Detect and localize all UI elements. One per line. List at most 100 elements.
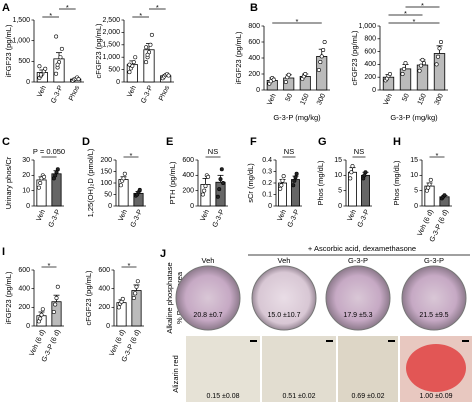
bar <box>131 290 142 327</box>
data-point <box>281 174 286 179</box>
data-point <box>59 46 64 51</box>
panel-label: G <box>318 136 327 148</box>
x-tick-label: 300 <box>434 93 445 107</box>
y-tick-label: 100 <box>100 180 112 187</box>
bar <box>283 77 295 91</box>
y-tick-label: 400 <box>248 55 260 62</box>
x-tick-label: Veh <box>200 209 211 223</box>
y-tick-label: 0.4 <box>262 157 272 164</box>
y-tick-label: 1,000 <box>358 23 376 30</box>
treatment-header: + Ascorbic acid, dexamethasone <box>308 244 416 253</box>
sig-label: * <box>130 151 133 160</box>
data-point <box>280 178 285 183</box>
data-point <box>420 57 425 62</box>
data-point <box>127 70 132 75</box>
data-point <box>200 192 205 197</box>
x-tick-label: G-3-P <box>48 208 62 228</box>
y-axis-label: 1,25(OH)₂D (pmol/L) <box>86 148 95 217</box>
data-point <box>271 77 276 82</box>
y-tick-label: 10 <box>334 172 342 179</box>
x-axis-label: G-3-P (mg/kg) <box>390 113 438 122</box>
data-point <box>292 178 297 183</box>
sig-label: * <box>436 151 439 160</box>
data-point <box>43 66 48 71</box>
x-tick-label: Veh <box>277 209 288 223</box>
column-label: Veh <box>278 256 291 265</box>
y-axis-label: iFGF23 (pg/mL) <box>4 271 13 324</box>
data-point <box>54 71 59 76</box>
data-point <box>131 295 136 300</box>
y-tick-label: 200 <box>248 71 260 78</box>
y-tick-label: 10 <box>410 172 418 179</box>
sig-label: * <box>66 3 69 12</box>
sig-label: * <box>421 1 424 10</box>
data-point <box>202 188 207 193</box>
data-point <box>135 279 140 284</box>
x-tick-label: Phos <box>68 84 81 102</box>
panel-label: E <box>166 136 173 148</box>
column-label: G-3-P <box>424 256 444 265</box>
y-tick-label: 5 <box>414 188 418 195</box>
data-point <box>363 170 368 175</box>
x-tick-label: G-3-P <box>130 208 144 228</box>
y-tick-label: 600 <box>98 267 110 274</box>
data-point <box>417 68 422 73</box>
y-tick-label: 0.1 <box>262 191 272 198</box>
y-tick-label: 0 <box>338 203 342 210</box>
data-point <box>293 175 298 180</box>
y-tick-label: 1,500 <box>102 42 120 49</box>
y-tick-label: 30 <box>22 157 30 164</box>
y-tick-label: 0 <box>106 323 110 330</box>
y-tick-label: 20 <box>22 172 30 179</box>
data-point <box>350 164 355 169</box>
scale-bar <box>326 340 333 342</box>
data-point <box>279 183 284 188</box>
data-point <box>39 312 44 317</box>
y-axis-label: iFGF23 (pg/mL) <box>4 24 13 77</box>
data-point <box>58 55 63 60</box>
alizarin-value: 0.15 ±0.08 <box>206 393 239 400</box>
data-point <box>283 80 288 85</box>
alp-well <box>325 265 391 331</box>
alizarin-stain <box>406 344 466 392</box>
panel-label: D <box>82 136 90 148</box>
data-point <box>42 174 47 179</box>
y-tick-label: 200 <box>98 304 110 311</box>
x-tick-label: G-3-P <box>50 84 64 104</box>
alizarin-image <box>338 336 398 402</box>
x-tick-label: 300 <box>316 93 327 107</box>
y-tick-label: 800 <box>364 36 376 43</box>
sig-label: * <box>404 9 407 18</box>
x-tick-label: G-3-P <box>287 208 301 228</box>
data-point <box>286 72 291 77</box>
data-point <box>303 72 308 77</box>
data-point <box>166 73 171 78</box>
data-point <box>436 54 441 59</box>
data-point <box>55 167 60 172</box>
panel-label: H <box>393 136 401 148</box>
y-axis-label: cFGF23 (pg/mL) <box>84 270 93 326</box>
data-point <box>322 39 327 44</box>
data-point <box>217 187 222 192</box>
data-point <box>36 185 41 190</box>
data-point <box>427 182 432 187</box>
x-tick-label: Veh <box>383 93 394 107</box>
y-tick-label: 0 <box>414 203 418 210</box>
data-point <box>321 47 326 52</box>
panel-j: J + Ascorbic acid, dexamethasone Veh Veh… <box>160 244 472 402</box>
data-point <box>122 171 127 176</box>
x-tick-label: Veh <box>36 209 47 223</box>
data-point <box>434 62 439 67</box>
y-tick-label: 200 <box>18 304 30 311</box>
y-tick-label: 50 <box>104 191 112 198</box>
x-tick-label: 150 <box>299 93 310 107</box>
y-axis-label: Urinary phos/Cr <box>4 156 13 209</box>
data-point <box>278 186 283 191</box>
panel-label: F <box>250 136 257 148</box>
data-point <box>133 291 138 296</box>
data-point <box>137 187 142 192</box>
y-tick-label: 0 <box>108 203 112 210</box>
x-tick-label: 50 <box>401 93 411 103</box>
data-point <box>294 171 299 176</box>
y-tick-label: 0 <box>256 87 260 94</box>
